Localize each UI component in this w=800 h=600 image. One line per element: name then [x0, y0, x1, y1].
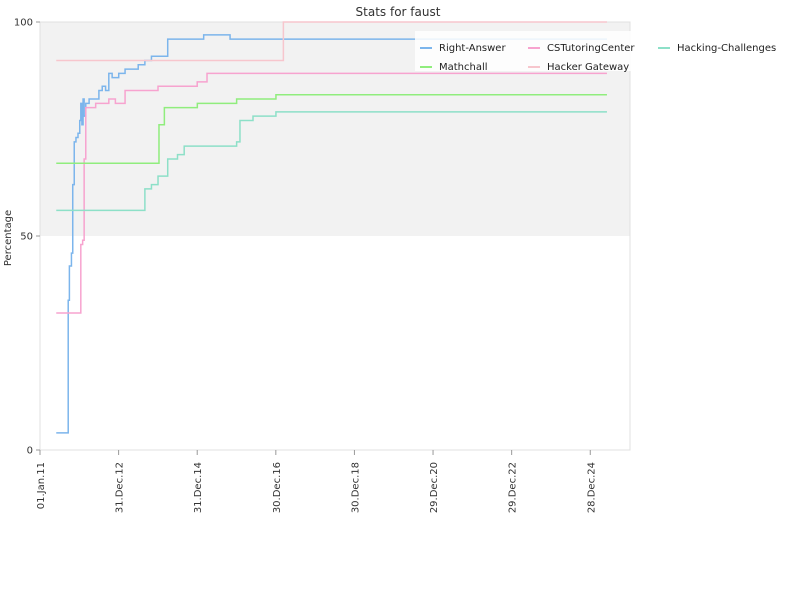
series-line-cstutoringcenter	[56, 72, 607, 314]
x-tick-label: 01.Jan.11	[36, 462, 47, 509]
legend-label-mathchall[interactable]: Mathchall	[439, 62, 488, 73]
x-tick-label: 28.Dec.24	[586, 462, 597, 513]
x-axis: 01.Jan.11 31.Dec.12 31.Dec.14 30.Dec.16 30.D…	[36, 450, 597, 513]
series-line-mathchall	[56, 94, 607, 164]
legend-label-right-answer[interactable]: Right-Answer	[439, 43, 506, 54]
x-tick-label: 31.Dec.14	[193, 462, 204, 513]
series-layer	[56, 21, 607, 434]
x-tick-label: 30.Dec.16	[272, 462, 283, 513]
y-tick-label: 50	[20, 232, 33, 243]
series-line-hacking-challenges	[56, 111, 607, 212]
legend-label-hacker-gateway[interactable]: Hacker Gateway	[547, 62, 629, 73]
x-tick-label: 29.Dec.22	[508, 462, 519, 513]
legend-label-cstutoringcenter[interactable]: CSTutoringCenter	[547, 43, 635, 54]
y-axis: 0 50 100	[14, 18, 40, 457]
legend-label-hacking-challenges[interactable]: Hacking-Challenges	[677, 43, 776, 54]
x-tick-label: 31.Dec.12	[115, 462, 126, 513]
legend-box	[415, 31, 795, 71]
series-line-right-answer	[56, 34, 607, 434]
y-axis-label: Percentage	[3, 210, 14, 266]
legend: Right-Answer CSTutoringCenter Hacking-Chal…	[415, 31, 795, 73]
y-tick-label: 100	[14, 18, 33, 29]
series-line-hacker-gateway	[56, 21, 607, 62]
x-tick-label: 29.Dec.20	[429, 462, 440, 513]
x-tick-label: 30.Dec.18	[350, 462, 361, 513]
y-tick-label: 0	[27, 446, 33, 457]
chart-title: Stats for faust	[356, 5, 441, 19]
